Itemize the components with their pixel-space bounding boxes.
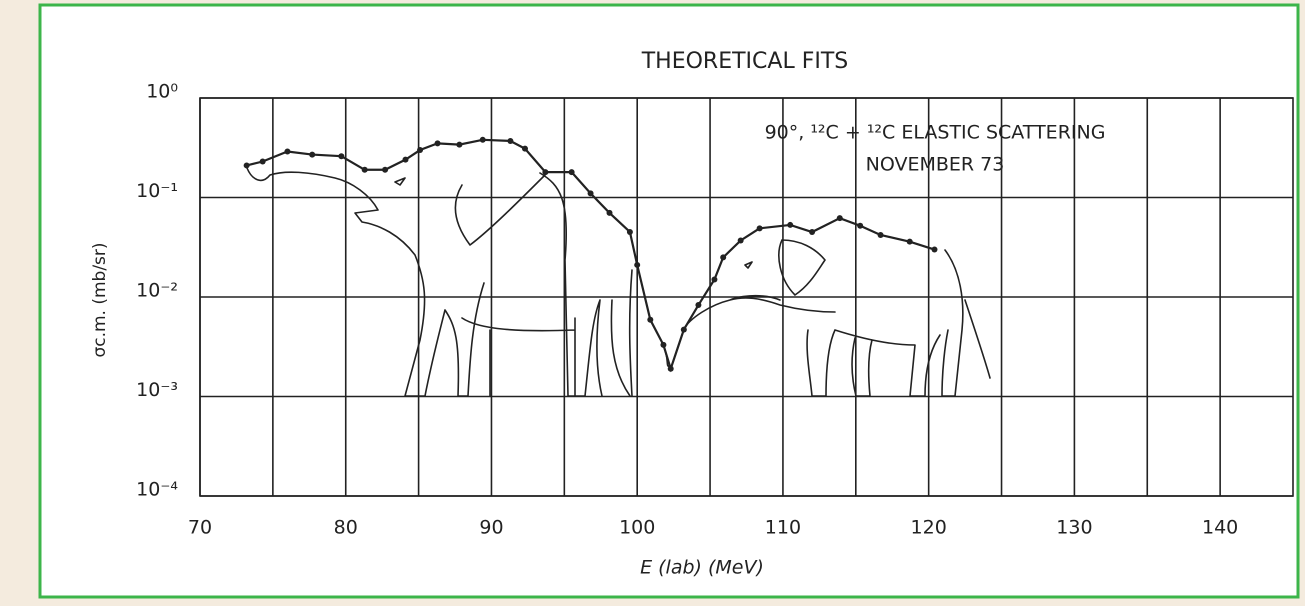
x-tick-label: 100	[619, 517, 655, 539]
x-tick-label: 80	[334, 517, 358, 539]
x-tick-label: 90	[479, 517, 503, 539]
data-point	[737, 237, 744, 244]
x-tick-label: 130	[1056, 517, 1092, 539]
data-point	[931, 246, 938, 253]
data-point	[542, 169, 549, 176]
data-point	[338, 153, 345, 160]
data-point	[521, 145, 528, 152]
y-tick-label: 10⁻²	[136, 280, 178, 302]
chart-title: THEORETICAL FITS	[641, 49, 849, 74]
data-point	[680, 326, 687, 333]
x-tick-label: 70	[188, 517, 212, 539]
annotation: 90°, ¹²C + ¹²C ELASTIC SCATTERING	[765, 122, 1106, 144]
data-point	[787, 221, 794, 228]
y-tick-label: 10⁻³	[136, 379, 178, 401]
data-point	[809, 229, 816, 236]
data-point	[695, 302, 702, 309]
data-point	[417, 147, 424, 154]
x-tick-label: 110	[765, 517, 801, 539]
data-point	[456, 141, 463, 148]
data-point	[587, 190, 594, 197]
data-point	[382, 166, 389, 173]
data-point	[756, 225, 763, 232]
data-point	[720, 254, 727, 261]
y-tick-label: 10⁻⁴	[136, 479, 178, 501]
x-tick-label: 140	[1202, 517, 1238, 539]
data-point	[906, 238, 913, 245]
data-point	[479, 136, 486, 143]
data-point	[877, 231, 884, 238]
data-point	[634, 261, 641, 268]
data-point	[309, 151, 316, 158]
data-point	[667, 365, 674, 372]
data-point	[568, 169, 575, 176]
data-point	[647, 316, 654, 323]
y-tick-label: 10⁻¹	[136, 180, 178, 202]
annotation: NOVEMBER 73	[866, 154, 1005, 176]
y-axis-label: σc.m. (mb/sr)	[90, 242, 110, 357]
data-point	[626, 229, 633, 236]
data-line	[246, 138, 935, 373]
data-point	[243, 162, 250, 169]
data-point	[606, 209, 613, 216]
data-point	[434, 140, 441, 147]
data-point	[836, 215, 843, 222]
data-point	[259, 158, 266, 165]
data-point	[361, 166, 368, 173]
data-point	[284, 148, 291, 155]
data-point	[857, 222, 864, 229]
data-point	[711, 276, 718, 283]
data-point	[507, 137, 514, 144]
frame	[38, 3, 1300, 599]
data-point	[660, 341, 667, 348]
x-axis-label: E (lab) (MeV)	[640, 557, 764, 579]
y-tick-label: 10⁰	[146, 81, 178, 103]
data-point	[402, 156, 409, 163]
x-tick-label: 120	[911, 517, 947, 539]
